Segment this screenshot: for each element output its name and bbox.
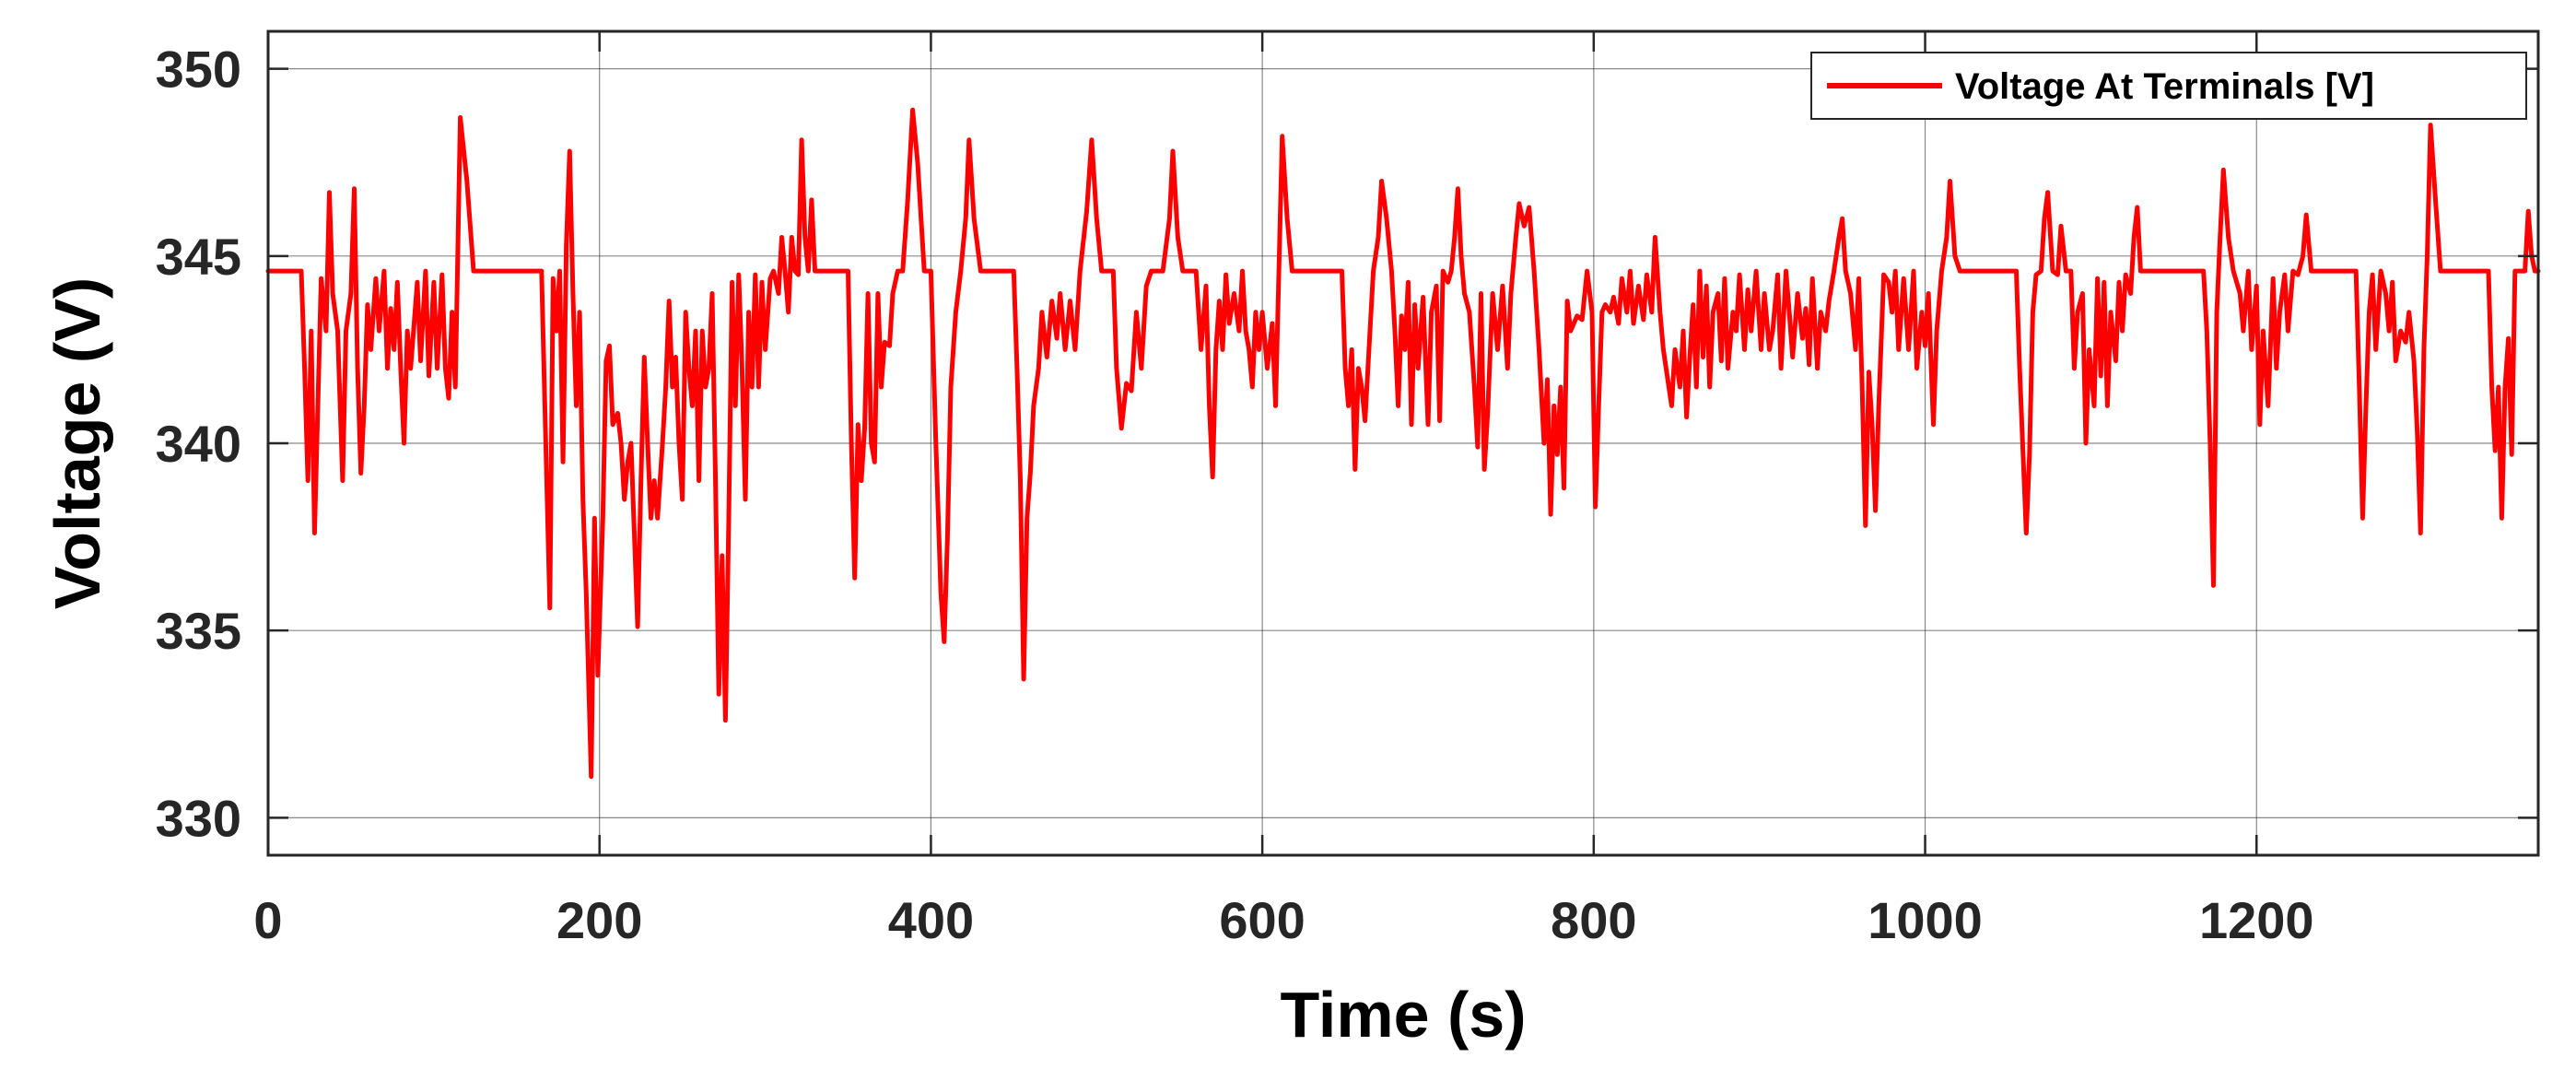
- x-tick-label: 800: [1551, 891, 1636, 949]
- legend: Voltage At Terminals [V]: [1810, 52, 2527, 120]
- series-line: [265, 107, 2541, 780]
- x-tick-label: 0: [253, 891, 282, 949]
- x-tick-label: 600: [1219, 891, 1305, 949]
- y-tick-label: 340: [156, 415, 241, 473]
- x-tick-label: 400: [888, 891, 974, 949]
- axis-ticks: [266, 31, 2538, 855]
- x-tick-label: 200: [556, 891, 642, 949]
- y-tick-label: 350: [156, 41, 241, 99]
- legend-entry: Voltage At Terminals [V]: [1955, 66, 2374, 107]
- y-tick-label: 330: [156, 789, 241, 847]
- y-tick-labels: 330 335 340 345 350: [156, 41, 241, 848]
- y-tick-label: 335: [156, 602, 241, 660]
- y-axis-label: Voltage (V): [41, 277, 113, 609]
- x-tick-label: 1000: [1868, 891, 1983, 949]
- x-tick-labels: 0 200 400 600 800 1000 1200: [253, 891, 2313, 949]
- series-lines: [265, 107, 2541, 780]
- x-tick-label: 1200: [2199, 891, 2314, 949]
- x-axis-label: Time (s): [1280, 979, 1526, 1051]
- y-tick-label: 345: [156, 228, 241, 286]
